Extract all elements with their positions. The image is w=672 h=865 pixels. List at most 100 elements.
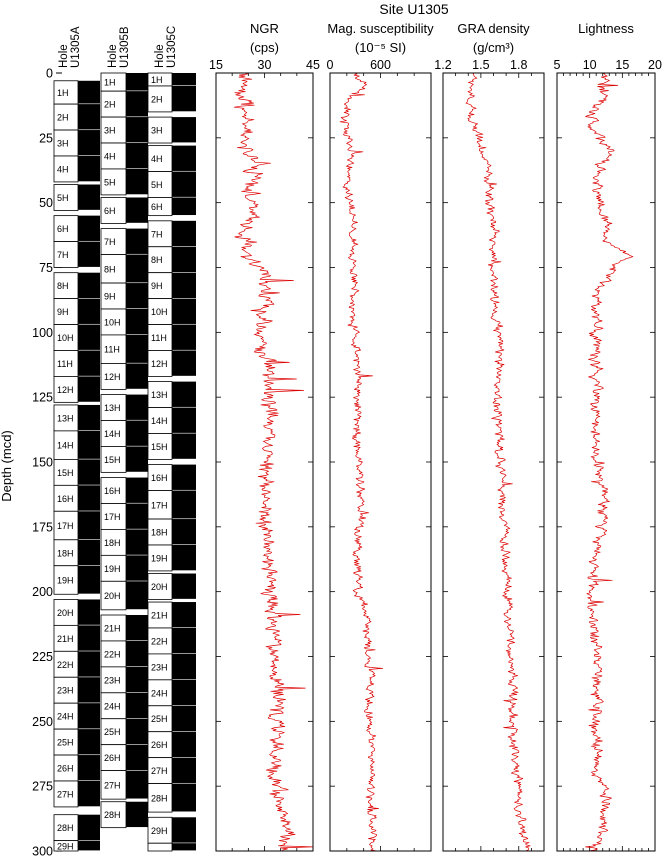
core-label: 13H — [151, 390, 168, 400]
data-panel: Mag. susceptibility (10⁻⁵ SI) 0 600 — [327, 21, 434, 852]
core-recovery-bar — [78, 404, 100, 431]
depth-tick-label: 275 — [32, 780, 53, 794]
core-interval: 3H — [53, 129, 100, 157]
x-tick-label: 5 — [554, 58, 561, 72]
core-recovery-bar — [172, 350, 196, 376]
core-label: 19H — [151, 553, 168, 563]
core-interval: 16H — [147, 464, 196, 491]
core-label: 2H — [57, 113, 69, 123]
core-recovery-bar — [172, 602, 196, 628]
core-recovery-bar — [172, 679, 196, 706]
x-tick-label: 1.5 — [472, 58, 489, 72]
core-interval: 22H — [100, 640, 148, 668]
core-label: 11H — [151, 333, 167, 343]
core-label: 15H — [104, 455, 121, 465]
core-recovery-bar — [126, 91, 148, 117]
core-interval: 1H — [147, 72, 196, 87]
core-interval: 12H — [100, 363, 148, 390]
core-recovery-bar — [172, 117, 196, 143]
core-recovery-bar — [78, 703, 100, 729]
data-panel: NGR (cps) 15 30 45 — [209, 21, 320, 852]
core-label: 14H — [104, 429, 121, 439]
core-label: 8H — [57, 281, 69, 291]
core-interval: 11H — [53, 350, 100, 377]
core-recovery-bar — [126, 640, 148, 667]
x-tick-label: 600 — [370, 58, 391, 72]
core-recovery-bar — [172, 272, 196, 299]
core-label: 24H — [104, 701, 121, 711]
core-recovery-bar — [172, 757, 196, 783]
core-recovery-bar — [126, 394, 148, 420]
core-box — [147, 518, 173, 546]
depth-tick-label: 250 — [32, 715, 53, 729]
core-box — [147, 573, 173, 600]
core-label: 10H — [151, 307, 168, 317]
core-interval: 24H — [100, 692, 148, 720]
core-interval: 14H — [147, 407, 196, 434]
data-trace — [585, 73, 634, 851]
core-box — [100, 116, 127, 144]
core-recovery-bar — [126, 801, 148, 828]
core-recovery-bar — [78, 625, 100, 651]
depth-tick-label: 175 — [32, 520, 53, 534]
core-box — [53, 103, 79, 131]
core-interval: 9H — [53, 298, 100, 325]
core-box — [147, 842, 173, 852]
core-label: 29H — [57, 841, 74, 851]
core-interval: 23H — [100, 666, 148, 694]
core-label: 8H — [104, 264, 116, 274]
core-interval: 10H — [147, 298, 196, 325]
core-label: 7H — [57, 250, 69, 260]
panel-title: Mag. susceptibility — [327, 21, 434, 36]
core-interval: 1H — [100, 72, 148, 92]
core-interval: 14H — [53, 430, 100, 460]
core-label: 3H — [104, 126, 116, 136]
data-trace — [233, 73, 313, 851]
core-interval: 22H — [53, 650, 100, 678]
core-recovery-bar — [172, 843, 196, 851]
core-recovery-bar — [126, 117, 148, 143]
core-box — [147, 544, 173, 572]
core-recovery-bar — [126, 581, 148, 610]
core-box — [147, 145, 173, 172]
core-interval: 5H — [100, 168, 148, 196]
core-box — [100, 334, 127, 364]
core-recovery-bar — [78, 485, 100, 511]
core-label: 6H — [104, 206, 116, 216]
core-recovery-bar — [126, 197, 148, 223]
core-box — [100, 744, 127, 772]
core-label: 9H — [104, 292, 116, 302]
core-recovery-bar — [126, 168, 148, 195]
core-recovery-bar — [172, 298, 196, 324]
core-box — [147, 171, 173, 198]
core-interval: 25H — [147, 705, 196, 733]
core-label: 26H — [151, 740, 168, 750]
core-box — [147, 653, 173, 681]
core-interval: 28H — [147, 783, 196, 813]
data-panels: NGR (cps) 15 30 45 Mag. susceptibility (10⁻⁵ S… — [209, 21, 662, 852]
core-label: 28H — [57, 823, 74, 833]
core-interval: 28H — [100, 801, 148, 829]
core-interval: 29H — [53, 840, 100, 852]
panel-title: Lightness — [578, 21, 634, 36]
core-label: 5H — [104, 177, 116, 187]
core-recovery-bar — [172, 627, 196, 654]
core-box — [147, 381, 173, 408]
core-recovery-bar — [78, 430, 100, 459]
core-interval: 16H — [100, 477, 148, 504]
core-interval: 14H — [100, 420, 148, 447]
panel-unit: (g/cm³) — [473, 40, 514, 55]
core-label: 10H — [57, 333, 74, 343]
core-label: 19H — [57, 575, 74, 585]
core-recovery-bar — [172, 464, 196, 490]
data-panel: GRA density (g/cm³) 1.2 1.5 1.8 — [434, 21, 545, 852]
core-recovery-bar — [172, 783, 196, 812]
core-box — [53, 376, 79, 403]
core-interval: 24H — [53, 702, 100, 730]
panel-frame — [329, 72, 432, 852]
core-label: 22H — [151, 636, 168, 646]
core-label: 23H — [57, 686, 74, 696]
core-interval: 5H — [53, 184, 100, 211]
core-recovery-bar — [78, 729, 100, 755]
